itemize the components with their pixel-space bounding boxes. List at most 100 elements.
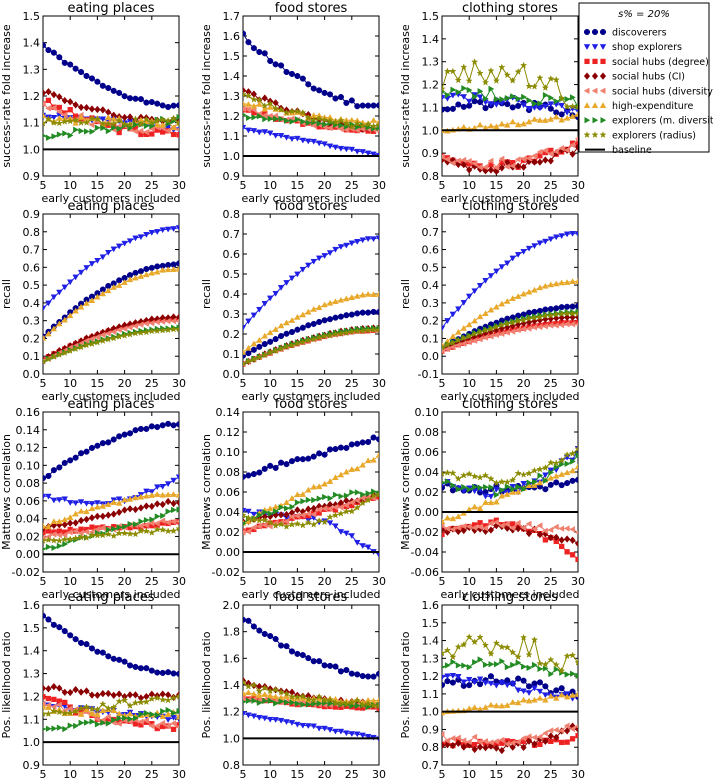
marker — [94, 512, 101, 521]
marker — [321, 332, 329, 340]
marker — [569, 141, 576, 149]
y-tick-label: -0.04 — [411, 546, 439, 559]
marker — [471, 472, 479, 480]
marker — [326, 124, 333, 132]
marker — [504, 491, 511, 497]
series-explorers-radius- — [243, 490, 379, 530]
marker — [94, 442, 101, 449]
marker — [454, 474, 462, 482]
marker — [126, 495, 134, 502]
marker — [564, 549, 570, 555]
marker — [337, 668, 344, 675]
marker — [56, 497, 63, 504]
marker — [332, 504, 338, 511]
marker — [94, 648, 101, 655]
marker — [88, 75, 96, 82]
marker — [61, 117, 69, 125]
marker — [476, 69, 484, 77]
marker — [553, 98, 560, 105]
marker — [305, 81, 312, 88]
marker — [45, 523, 52, 530]
marker — [315, 483, 323, 490]
marker — [310, 511, 317, 518]
marker — [121, 240, 128, 247]
marker — [343, 295, 350, 302]
marker — [574, 691, 578, 697]
marker — [514, 326, 521, 334]
marker — [137, 522, 144, 530]
marker — [591, 87, 598, 95]
marker — [337, 116, 345, 124]
marker — [315, 333, 323, 341]
marker — [515, 675, 522, 682]
marker — [44, 355, 53, 363]
marker — [245, 712, 252, 719]
marker — [569, 150, 576, 158]
marker — [175, 498, 179, 507]
marker — [250, 511, 258, 518]
marker — [455, 101, 462, 108]
marker — [288, 136, 296, 143]
marker — [272, 503, 279, 510]
marker — [583, 87, 590, 95]
x-tick-label: 25 — [544, 768, 558, 781]
x-tick-label: 15 — [290, 575, 304, 588]
x-tick-label: 25 — [544, 575, 558, 588]
marker — [476, 121, 484, 128]
marker — [472, 658, 478, 666]
marker — [43, 536, 47, 544]
marker — [104, 713, 111, 720]
marker — [547, 236, 555, 243]
marker — [455, 328, 462, 335]
marker — [563, 102, 571, 110]
marker — [88, 105, 96, 113]
marker — [66, 312, 74, 319]
marker — [353, 497, 360, 504]
marker — [278, 698, 285, 705]
marker — [77, 688, 85, 696]
marker — [165, 508, 172, 515]
marker — [277, 133, 285, 139]
marker — [77, 516, 85, 525]
marker — [170, 499, 177, 508]
y-tick-label: 0.9 — [23, 208, 41, 221]
marker — [256, 699, 263, 707]
marker — [531, 115, 538, 122]
y-tick-label: 0.14 — [16, 424, 41, 437]
marker — [514, 699, 522, 706]
x-tick-label: 5 — [40, 377, 47, 390]
marker — [321, 141, 328, 148]
marker — [83, 508, 90, 515]
marker — [536, 313, 544, 321]
y-tick-label: 1.2 — [223, 110, 241, 123]
marker — [487, 122, 495, 129]
y-tick-label: 1.1 — [422, 688, 440, 701]
y-tick-label: 1.2 — [422, 670, 440, 683]
marker — [449, 311, 457, 318]
marker — [493, 682, 500, 689]
marker — [343, 444, 350, 451]
marker — [542, 737, 549, 746]
marker — [460, 340, 467, 347]
marker — [88, 444, 96, 451]
marker — [563, 722, 570, 729]
marker — [83, 500, 90, 507]
marker — [574, 530, 578, 535]
x-tick-label: 10 — [263, 377, 277, 390]
marker — [354, 465, 361, 472]
marker — [294, 313, 301, 320]
y-tick-label: 0.00 — [415, 506, 440, 519]
marker — [294, 721, 301, 728]
marker — [487, 520, 494, 527]
marker — [354, 702, 361, 709]
marker — [143, 516, 150, 524]
marker — [175, 670, 179, 677]
marker — [159, 326, 167, 334]
marker — [326, 331, 334, 339]
x-axis-label: early customers included — [242, 588, 381, 601]
marker — [541, 312, 549, 319]
marker — [154, 263, 161, 270]
marker — [132, 521, 139, 528]
marker — [77, 118, 85, 126]
y-tick-label: 1.2 — [422, 79, 440, 92]
